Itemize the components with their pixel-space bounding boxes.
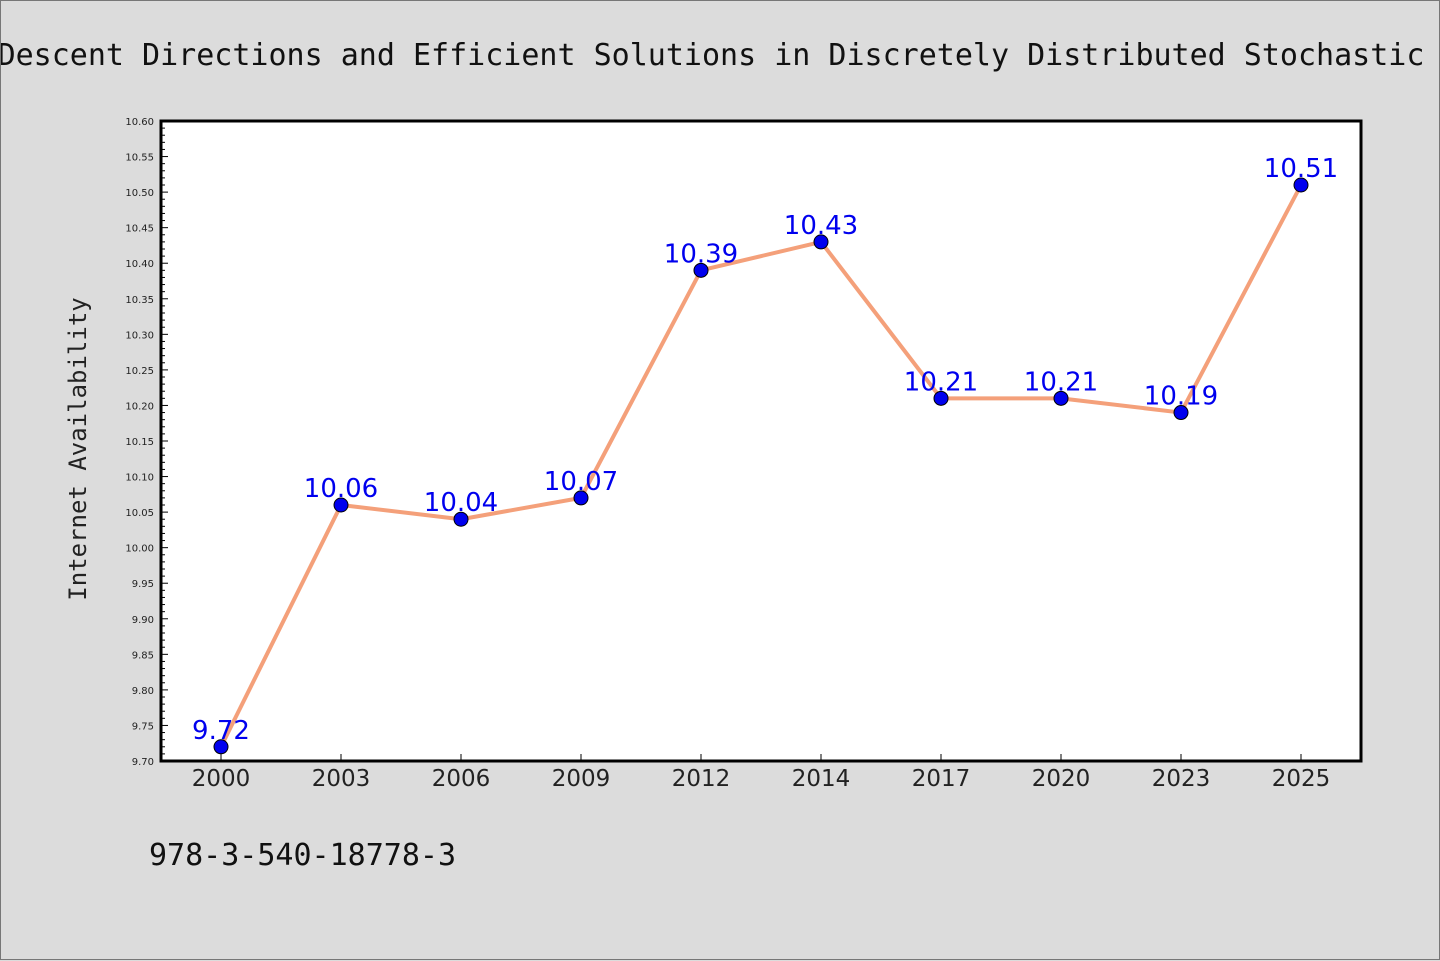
x-tick-label: 2023 bbox=[1152, 766, 1211, 792]
x-tick-label: 2000 bbox=[192, 766, 251, 792]
x-tick-label: 2009 bbox=[552, 766, 611, 792]
y-tick-label: 10.15 bbox=[125, 437, 154, 448]
x-tick-label: 2003 bbox=[312, 766, 371, 792]
x-axis: 2000 2003 2006 2009 2012 2014 2017 2020 2023 2025 bbox=[192, 754, 1331, 792]
data-point bbox=[573, 490, 589, 506]
data-label: 10.07 bbox=[544, 467, 618, 497]
data-label: 10.21 bbox=[904, 367, 978, 397]
y-tick-label: 10.60 bbox=[125, 117, 154, 128]
data-label: 10.19 bbox=[1144, 382, 1218, 412]
chart-title: Descent Directions and Efficient Solutio… bbox=[1, 38, 1424, 73]
y-tick-label: 9.85 bbox=[132, 650, 154, 661]
y-tick-label: 10.40 bbox=[125, 259, 154, 270]
plot-area bbox=[159, 119, 1363, 763]
data-label: 10.21 bbox=[1024, 367, 1098, 397]
y-tick-label: 9.90 bbox=[132, 615, 154, 626]
series-group: 9.72 10.06 10.04 10.07 10.39 10.43 10.21 10.21 1… bbox=[192, 154, 1338, 755]
data-point bbox=[693, 262, 709, 278]
data-point bbox=[813, 234, 829, 250]
y-tick-label: 10.45 bbox=[125, 224, 154, 235]
isbn-footer: 978-3-540-18778-3 bbox=[149, 838, 456, 873]
y-tick-label: 10.10 bbox=[125, 473, 154, 484]
data-label: 10.43 bbox=[784, 211, 858, 241]
data-point bbox=[1173, 405, 1189, 421]
series-line bbox=[219, 184, 1303, 748]
x-tick-label: 2006 bbox=[432, 766, 491, 792]
y-tick-label: 10.55 bbox=[125, 153, 154, 164]
data-label: 9.72 bbox=[192, 716, 250, 746]
y-tick-label: 10.20 bbox=[125, 401, 154, 412]
y-axis-label: Internet Availability bbox=[64, 297, 92, 600]
y-tick-label: 9.80 bbox=[132, 686, 154, 697]
x-tick-label: 2012 bbox=[672, 766, 731, 792]
y-tick-label: 10.00 bbox=[125, 544, 154, 555]
data-label: 10.51 bbox=[1264, 154, 1338, 184]
data-point bbox=[1293, 177, 1309, 193]
y-tick-label: 10.25 bbox=[125, 366, 154, 377]
y-tick-label: 10.35 bbox=[125, 295, 154, 306]
x-tick-label: 2017 bbox=[912, 766, 971, 792]
data-point bbox=[333, 497, 349, 513]
data-label: 10.39 bbox=[664, 239, 738, 269]
y-tick-label: 9.95 bbox=[132, 579, 154, 590]
y-tick-label: 9.75 bbox=[132, 721, 154, 732]
y-axis: 9.70 9.75 9.80 9.85 9.90 9.95 10.00 10.05 10.10 1… bbox=[125, 117, 168, 768]
y-tick-label: 10.50 bbox=[125, 188, 154, 199]
y-tick-label: 10.05 bbox=[125, 508, 154, 519]
data-label: 10.04 bbox=[424, 488, 498, 518]
data-point bbox=[213, 739, 229, 755]
x-tick-label: 2025 bbox=[1272, 766, 1331, 792]
data-label: 10.06 bbox=[304, 474, 378, 504]
x-tick-label: 2020 bbox=[1032, 766, 1091, 792]
data-point bbox=[1053, 390, 1069, 406]
y-tick-label: 9.70 bbox=[132, 757, 154, 768]
data-point bbox=[933, 390, 949, 406]
x-tick-label: 2014 bbox=[792, 766, 851, 792]
y-tick-label: 10.30 bbox=[125, 330, 154, 341]
data-point bbox=[453, 511, 469, 527]
